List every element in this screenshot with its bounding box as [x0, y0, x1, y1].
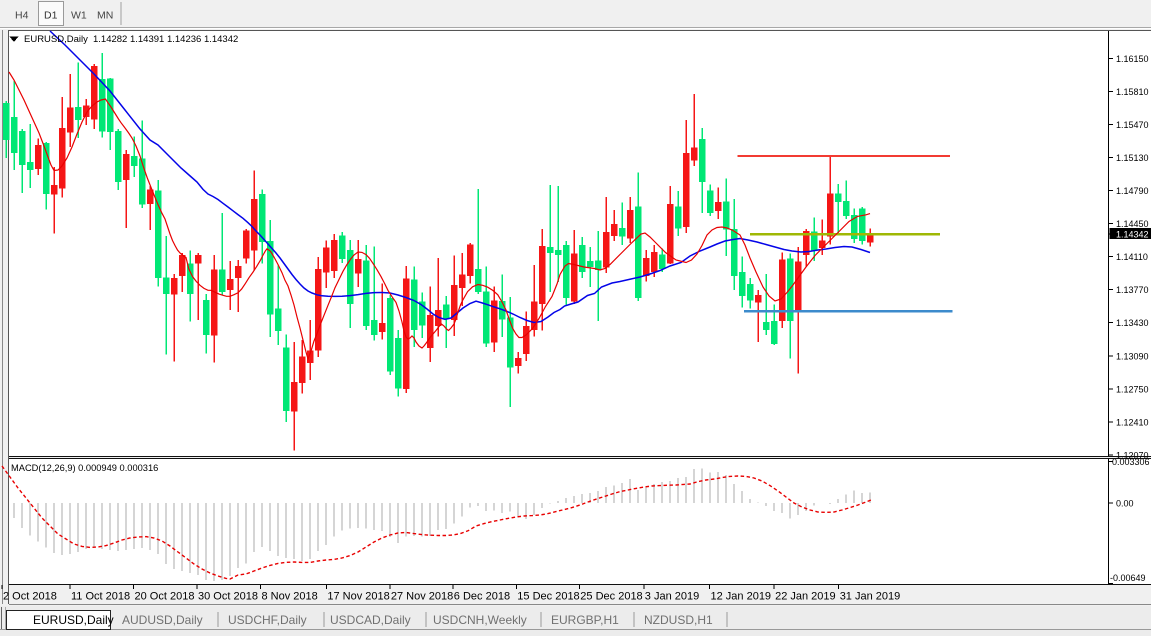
svg-text:1.15130: 1.15130	[1116, 153, 1149, 163]
svg-text:1.12070: 1.12070	[1116, 450, 1149, 460]
svg-text:0.003306: 0.003306	[1112, 457, 1150, 467]
svg-text:H4: H4	[15, 10, 29, 22]
svg-text:1.13430: 1.13430	[1116, 318, 1149, 328]
svg-text:MACD(12,26,9) 0.000949 0.00031: MACD(12,26,9) 0.000949 0.000316	[11, 463, 158, 473]
svg-text:1.15810: 1.15810	[1116, 87, 1149, 97]
svg-text:12 Jan 2019: 12 Jan 2019	[711, 591, 772, 603]
svg-text:USDCAD,Daily: USDCAD,Daily	[330, 613, 411, 627]
svg-text:0.00: 0.00	[1116, 498, 1134, 508]
svg-text:MN: MN	[97, 10, 113, 22]
svg-text:2 Oct 2018: 2 Oct 2018	[3, 591, 57, 603]
svg-text:31 Jan 2019: 31 Jan 2019	[840, 591, 901, 603]
svg-text:1.14342: 1.14342	[1116, 230, 1149, 240]
svg-text:1.14790: 1.14790	[1116, 186, 1149, 196]
svg-text:30 Oct 2018: 30 Oct 2018	[198, 591, 258, 603]
svg-text:1.15470: 1.15470	[1116, 120, 1149, 130]
svg-text:3 Jan 2019: 3 Jan 2019	[645, 591, 699, 603]
svg-text:W1: W1	[71, 10, 87, 22]
svg-text:EURGBP,H1: EURGBP,H1	[551, 613, 619, 627]
svg-text:AUDUSD,Daily: AUDUSD,Daily	[122, 613, 203, 627]
svg-text:USDCNH,Weekly: USDCNH,Weekly	[433, 613, 527, 627]
svg-text:20 Oct 2018: 20 Oct 2018	[135, 591, 195, 603]
svg-text:17 Nov 2018: 17 Nov 2018	[327, 591, 389, 603]
svg-text:1.13090: 1.13090	[1116, 351, 1149, 361]
svg-text:8 Nov 2018: 8 Nov 2018	[262, 591, 318, 603]
svg-text:1.14282 1.14391 1.14236 1.1434: 1.14282 1.14391 1.14236 1.14342	[93, 34, 238, 45]
svg-text:1.13770: 1.13770	[1116, 285, 1149, 295]
svg-text:15 Dec 2018: 15 Dec 2018	[517, 591, 579, 603]
svg-text:1.14450: 1.14450	[1116, 219, 1149, 229]
svg-text:25 Dec 2018: 25 Dec 2018	[580, 591, 642, 603]
svg-text:EURUSD,Daily: EURUSD,Daily	[33, 613, 114, 627]
svg-text:27 Nov 2018: 27 Nov 2018	[391, 591, 453, 603]
svg-text:1.12410: 1.12410	[1116, 417, 1149, 427]
svg-text:USDCHF,Daily: USDCHF,Daily	[228, 613, 307, 627]
svg-text:NZDUSD,H1: NZDUSD,H1	[644, 613, 713, 627]
svg-text:-0.00649: -0.00649	[1110, 573, 1146, 583]
svg-text:11 Oct 2018: 11 Oct 2018	[71, 591, 130, 603]
svg-text:1.12750: 1.12750	[1116, 384, 1149, 394]
svg-text:6 Dec 2018: 6 Dec 2018	[454, 591, 510, 603]
svg-text:1.14110: 1.14110	[1116, 252, 1148, 262]
svg-text:EURUSD,Daily: EURUSD,Daily	[24, 34, 88, 45]
svg-text:D1: D1	[44, 10, 58, 22]
svg-text:22 Jan 2019: 22 Jan 2019	[775, 591, 836, 603]
svg-text:1.16150: 1.16150	[1116, 54, 1149, 64]
